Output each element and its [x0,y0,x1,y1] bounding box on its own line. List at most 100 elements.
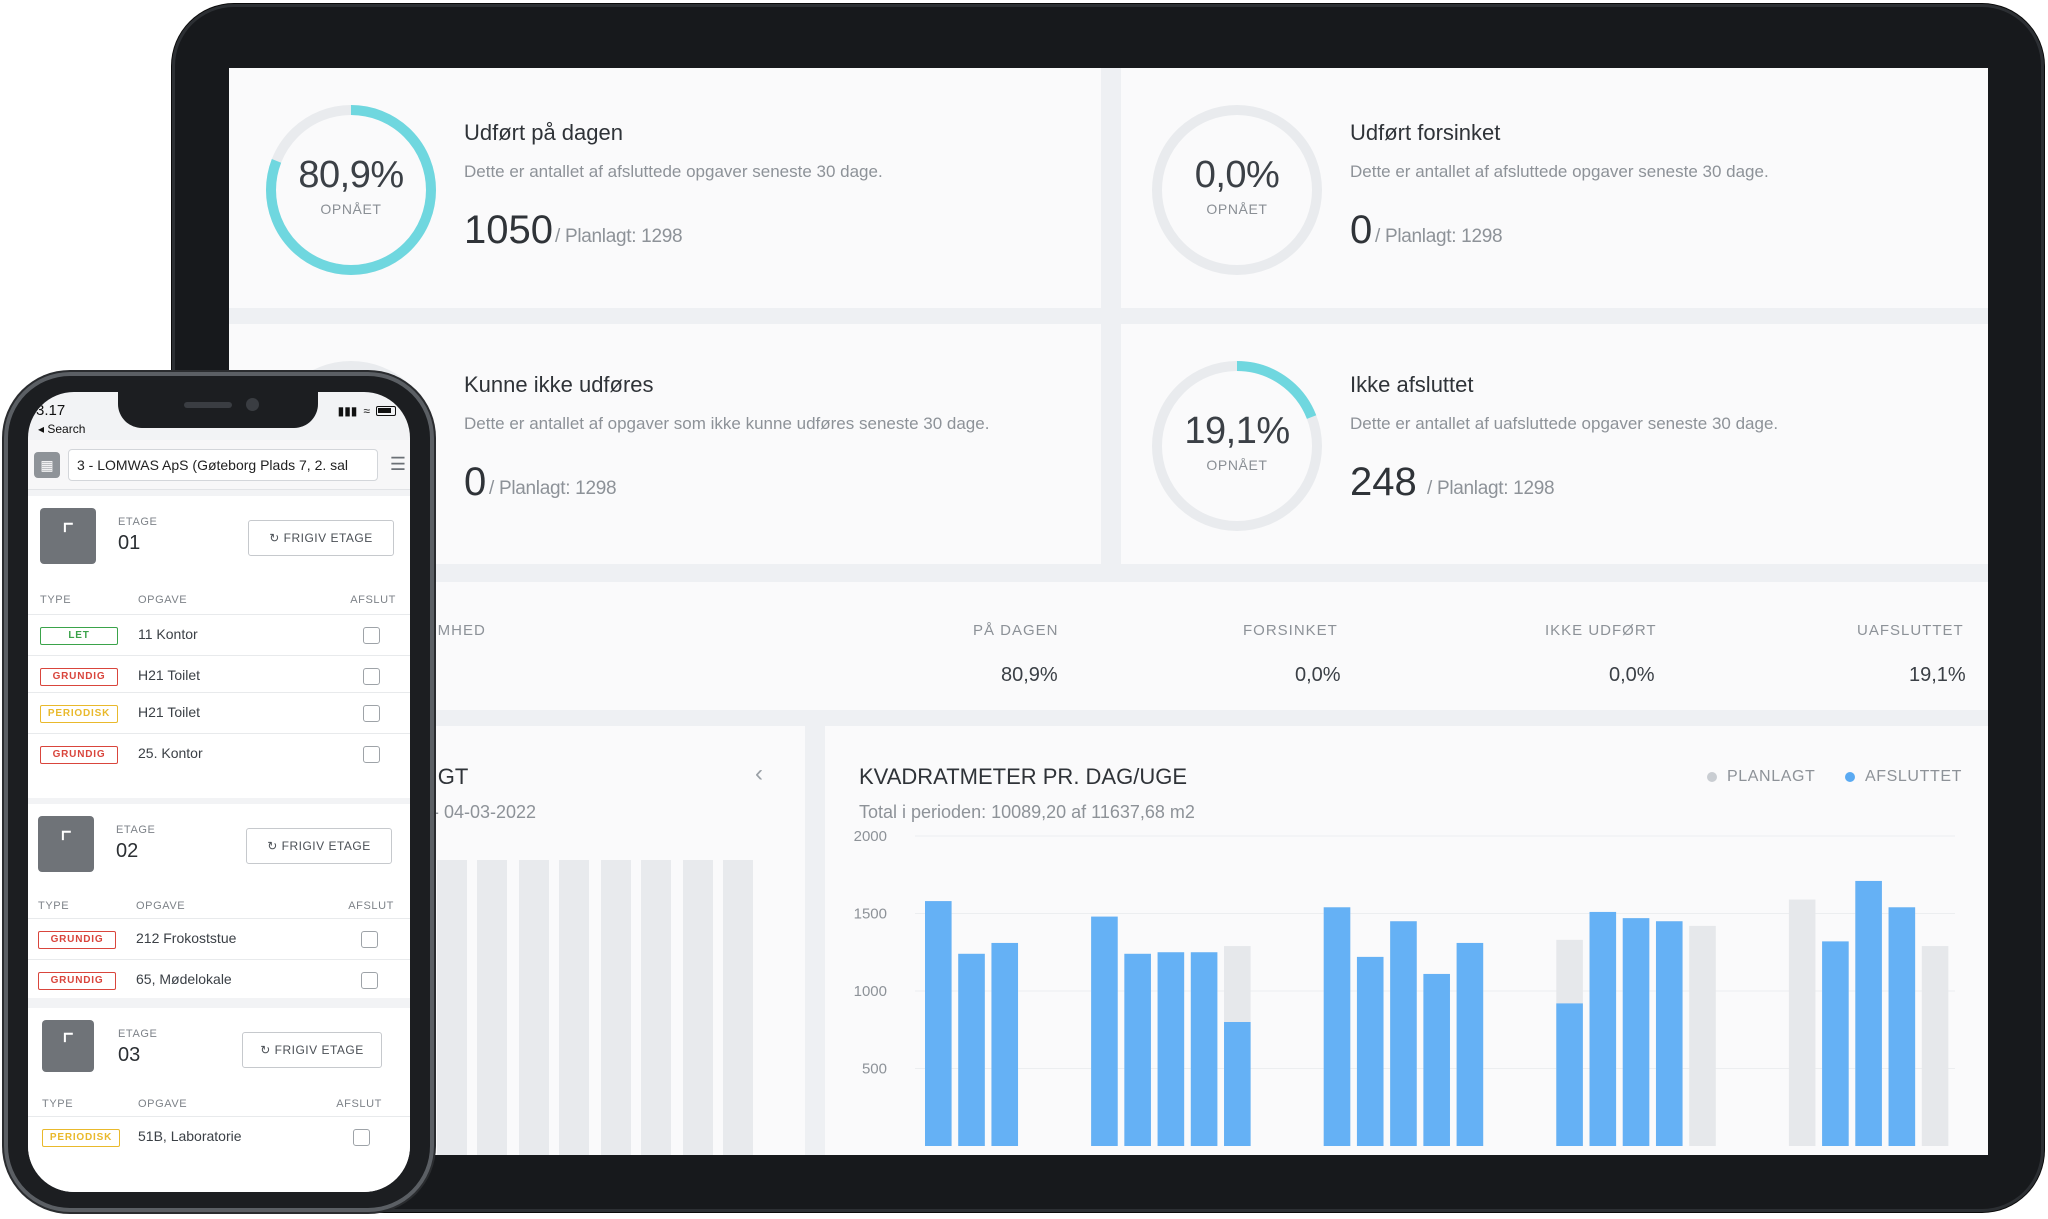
summary-table: OMHED PÅ DAGEN FORSINKET IKKE UDFØRT UAF… [229,582,1988,710]
back-to-search-link[interactable]: ◂ Search [38,422,86,436]
bar-planned[interactable] [1689,925,1716,1146]
stat-description: Dette er antallet af afsluttede opgaver … [1350,162,1769,181]
floor-section: ⌜ ETAGE 01 ↻ FRIGIV ETAGE TYPE OPGAVE AF… [28,496,410,716]
col-type: TYPE [40,594,72,606]
bar-completed[interactable] [925,901,952,1146]
stat-description: Dette er antallet af uafsluttede opgaver… [1350,414,1779,433]
bar-completed[interactable] [1224,1022,1251,1146]
release-floor-button[interactable]: ↻ FRIGIV ETAGE [246,828,392,864]
bar-completed[interactable] [1556,1003,1583,1146]
progress-ring [1152,361,1322,531]
chevron-left-icon[interactable]: ‹ [755,760,763,787]
legend-label: PLANLAGT [1727,768,1816,785]
task-row[interactable]: GRUNDIG H21 Toilet [28,655,410,696]
release-floor-button[interactable]: ↻ FRIGIV ETAGE [248,520,394,556]
bar-completed[interactable] [1157,952,1185,1146]
summary-header-area: OMHED [425,622,486,639]
chart-title: KVADRATMETER PR. DAG/UGE [859,764,1188,789]
status-icons: ▮▮▮ ≈ [338,404,396,418]
type-badge: GRUNDIG [38,972,116,990]
bar-completed[interactable] [1888,907,1916,1146]
task-row[interactable]: LET 11 Kontor [28,614,410,655]
done-checkbox[interactable] [361,972,378,989]
task-row[interactable]: PERIODISK 51B, Laboratorie [28,1116,410,1157]
type-badge: PERIODISK [40,705,118,723]
bar-completed[interactable] [1356,956,1384,1146]
bar-completed[interactable] [1655,921,1683,1146]
floor-number: 02 [116,840,139,862]
release-floor-label: FRIGIV ETAGE [283,531,373,545]
bar-completed[interactable] [991,942,1019,1146]
bar-chart: 2000 1500 1000 500 [854,828,1955,1146]
col-task: OPGAVE [136,900,186,912]
ring-value: 19,1% [1184,410,1290,452]
menu-icon[interactable]: ☰ [389,454,406,474]
release-floor-button[interactable]: ↻ FRIGIV ETAGE [242,1032,382,1068]
ring-label: OPNÅET [1206,457,1268,473]
tablet-device: 80,9% OPNÅET Udført på dagen Dette er an… [172,4,2044,1212]
phone-screen: 3.17 ◂ Search ▮▮▮ ≈ ▦ 3 - LOMWAS ApS (Gø… [28,392,410,1192]
floor-section: ⌜ ETAGE 03 ↻ FRIGIV ETAGE TYPE OPGAVE AF… [28,1008,410,1192]
bar-completed[interactable] [1855,880,1882,1146]
task-name: 51B, Laboratorie [138,1128,242,1144]
done-checkbox[interactable] [363,627,380,644]
task-row[interactable]: GRUNDIG 65, Mødelokale [28,959,410,1000]
summary-value-not-done: 0,0% [1609,664,1655,686]
bar-completed[interactable] [1822,941,1849,1146]
done-checkbox[interactable] [363,746,380,763]
summary-header-unfinished: UAFSLUTTET [1857,622,1964,639]
y-tick-label: 1500 [854,906,887,923]
done-checkbox[interactable] [363,668,380,685]
bar-completed[interactable] [1456,942,1484,1146]
y-tick-label: 500 [862,1061,887,1078]
stat-title: Kunne ikke udføres [464,372,654,397]
y-tick-label: 1000 [854,983,887,1000]
col-done: AFSLUT [336,1098,382,1110]
stat-planned: / Planlagt: 1298 [555,226,683,247]
site-select[interactable]: 3 - LOMWAS ApS (Gøteborg Plads 7, 2. sal [68,449,378,481]
progress-ring [266,105,436,275]
ring-value: 80,9% [298,154,404,196]
summary-value-late: 0,0% [1295,664,1341,686]
task-row[interactable]: GRUNDIG 212 Frokoststue [28,918,410,959]
floor-number: 03 [118,1044,141,1066]
bar-completed[interactable] [1323,907,1351,1146]
camera-icon [246,398,259,411]
bar-planned[interactable] [1921,946,1949,1146]
phone-notch [118,392,318,428]
bar-completed[interactable] [1091,916,1118,1146]
done-checkbox[interactable] [353,1129,370,1146]
bar-planned[interactable] [1788,899,1816,1146]
legend-completed[interactable]: AFSLUTTET [1845,768,1962,786]
stat-count: 0 [1350,208,1373,252]
floor-label: ETAGE [118,516,158,528]
site-selector-bar: ▦ 3 - LOMWAS ApS (Gøteborg Plads 7, 2. s… [28,440,410,490]
bar-completed[interactable] [1589,911,1617,1146]
y-tick-label: 2000 [854,828,887,845]
bar-completed[interactable] [1190,952,1218,1146]
legend-label: AFSLUTTET [1865,768,1962,785]
col-type: TYPE [38,900,70,912]
summary-header-not-done: IKKE UDFØRT [1545,622,1657,639]
bar-completed[interactable] [1622,918,1650,1146]
progress-ring [1152,105,1322,275]
phone-device: 3.17 ◂ Search ▮▮▮ ≈ ▦ 3 - LOMWAS ApS (Gø… [4,372,434,1212]
done-checkbox[interactable] [361,931,378,948]
bar-completed[interactable] [958,953,985,1146]
stat-card-done-on-day: 80,9% OPNÅET Udført på dagen Dette er an… [229,68,1101,308]
type-badge: LET [40,627,118,645]
task-row[interactable]: PERIODISK H21 Toilet [28,692,410,733]
floor-label: ETAGE [118,1028,158,1040]
done-checkbox[interactable] [363,705,380,722]
task-name: 212 Frokoststue [136,930,237,946]
legend-planned[interactable]: PLANLAGT [1707,768,1815,786]
bar-completed[interactable] [1390,921,1417,1146]
task-name: H21 Toilet [138,704,201,720]
type-badge: GRUNDIG [38,931,116,949]
bar-completed[interactable] [1124,953,1151,1146]
stat-title: Ikke afsluttet [1350,372,1474,397]
col-type: TYPE [42,1098,74,1110]
legend-dot [1845,772,1855,782]
bar-completed[interactable] [1423,973,1450,1146]
task-row[interactable]: GRUNDIG 25. Kontor [28,733,410,774]
